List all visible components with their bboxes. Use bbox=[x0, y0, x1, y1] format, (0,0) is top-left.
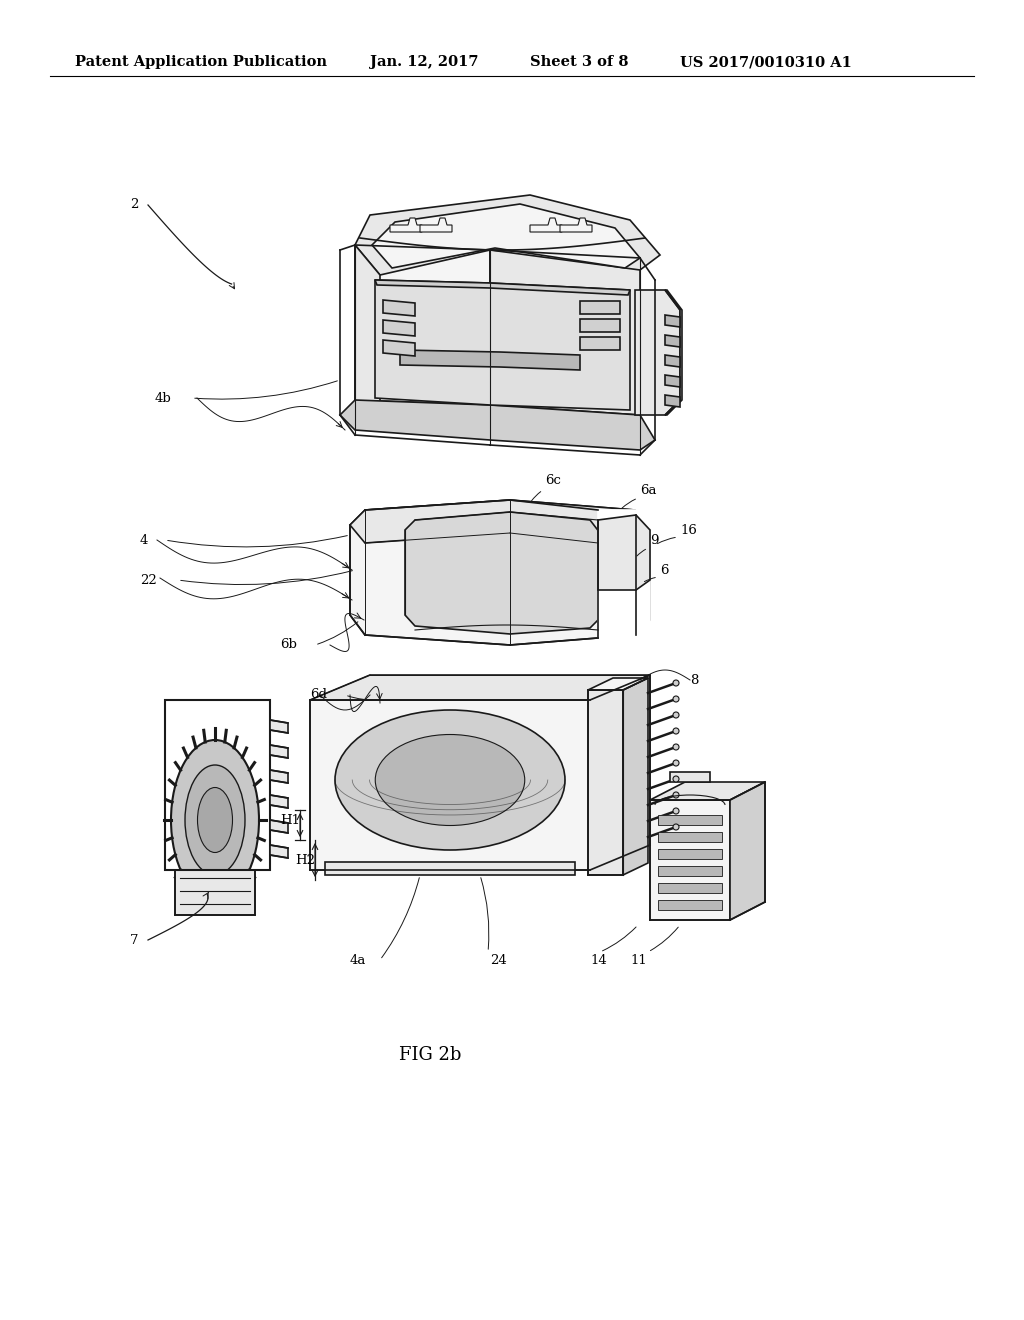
Polygon shape bbox=[350, 500, 650, 645]
Text: 6a: 6a bbox=[640, 483, 656, 496]
Circle shape bbox=[673, 760, 679, 766]
Polygon shape bbox=[658, 883, 722, 894]
Polygon shape bbox=[658, 814, 722, 825]
Polygon shape bbox=[665, 355, 680, 367]
Polygon shape bbox=[588, 678, 648, 690]
Polygon shape bbox=[310, 675, 650, 700]
Polygon shape bbox=[355, 195, 660, 275]
Polygon shape bbox=[635, 290, 680, 414]
Text: 6c: 6c bbox=[545, 474, 561, 487]
Polygon shape bbox=[340, 400, 655, 450]
Text: FIG 2b: FIG 2b bbox=[398, 1045, 461, 1064]
Polygon shape bbox=[665, 290, 682, 414]
Text: Jan. 12, 2017: Jan. 12, 2017 bbox=[370, 55, 478, 69]
Ellipse shape bbox=[198, 788, 232, 853]
Circle shape bbox=[673, 696, 679, 702]
Circle shape bbox=[673, 824, 679, 830]
Text: Patent Application Publication: Patent Application Publication bbox=[75, 55, 327, 69]
Text: 11: 11 bbox=[630, 953, 647, 966]
Polygon shape bbox=[560, 218, 592, 232]
Circle shape bbox=[673, 729, 679, 734]
Polygon shape bbox=[383, 300, 415, 315]
Polygon shape bbox=[270, 820, 288, 833]
Polygon shape bbox=[372, 205, 640, 268]
Text: Sheet 3 of 8: Sheet 3 of 8 bbox=[530, 55, 629, 69]
Polygon shape bbox=[375, 280, 630, 411]
Text: 6d: 6d bbox=[310, 689, 327, 701]
Polygon shape bbox=[270, 719, 288, 733]
Circle shape bbox=[673, 776, 679, 781]
Text: 8: 8 bbox=[690, 673, 698, 686]
Polygon shape bbox=[270, 795, 288, 808]
Polygon shape bbox=[665, 395, 680, 407]
Text: 22: 22 bbox=[140, 573, 157, 586]
Polygon shape bbox=[270, 744, 288, 758]
Polygon shape bbox=[588, 690, 623, 875]
Polygon shape bbox=[580, 301, 620, 314]
Polygon shape bbox=[623, 678, 648, 875]
Polygon shape bbox=[665, 335, 680, 347]
Polygon shape bbox=[355, 246, 490, 405]
Text: 6: 6 bbox=[660, 564, 669, 577]
Text: US 2017/0010310 A1: US 2017/0010310 A1 bbox=[680, 55, 852, 69]
Polygon shape bbox=[355, 246, 380, 430]
Polygon shape bbox=[580, 337, 620, 350]
Text: 2: 2 bbox=[130, 198, 138, 211]
Ellipse shape bbox=[171, 741, 259, 900]
Text: 16: 16 bbox=[680, 524, 697, 536]
Polygon shape bbox=[650, 781, 765, 800]
Text: 4a: 4a bbox=[350, 953, 367, 966]
Polygon shape bbox=[658, 832, 722, 842]
Polygon shape bbox=[590, 675, 650, 870]
Polygon shape bbox=[598, 510, 650, 645]
Polygon shape bbox=[390, 218, 422, 232]
Polygon shape bbox=[310, 700, 590, 870]
Polygon shape bbox=[350, 500, 650, 543]
Polygon shape bbox=[658, 900, 722, 909]
Polygon shape bbox=[658, 849, 722, 859]
Polygon shape bbox=[400, 350, 580, 370]
Polygon shape bbox=[383, 319, 415, 337]
Polygon shape bbox=[665, 375, 680, 387]
Circle shape bbox=[673, 711, 679, 718]
Text: 4b: 4b bbox=[155, 392, 172, 404]
Polygon shape bbox=[530, 218, 562, 232]
Text: 9: 9 bbox=[650, 533, 658, 546]
Polygon shape bbox=[325, 862, 575, 875]
Circle shape bbox=[673, 680, 679, 686]
Text: 24: 24 bbox=[490, 953, 507, 966]
Polygon shape bbox=[383, 341, 415, 356]
Polygon shape bbox=[375, 280, 630, 294]
Circle shape bbox=[673, 792, 679, 799]
Ellipse shape bbox=[185, 766, 245, 875]
Polygon shape bbox=[658, 866, 722, 876]
Polygon shape bbox=[730, 781, 765, 920]
Polygon shape bbox=[270, 770, 288, 783]
Text: 7: 7 bbox=[130, 933, 138, 946]
Text: 4: 4 bbox=[140, 533, 148, 546]
Text: H2: H2 bbox=[295, 854, 315, 866]
Polygon shape bbox=[270, 845, 288, 858]
Polygon shape bbox=[580, 319, 620, 333]
Polygon shape bbox=[406, 512, 600, 634]
Circle shape bbox=[673, 744, 679, 750]
Polygon shape bbox=[490, 249, 640, 414]
Polygon shape bbox=[598, 515, 650, 590]
Ellipse shape bbox=[335, 710, 565, 850]
Ellipse shape bbox=[375, 734, 524, 825]
Polygon shape bbox=[420, 218, 452, 232]
Text: H1: H1 bbox=[280, 813, 300, 826]
Polygon shape bbox=[650, 800, 730, 920]
Polygon shape bbox=[175, 870, 255, 915]
Text: 6b: 6b bbox=[280, 639, 297, 652]
Text: 14: 14 bbox=[590, 953, 607, 966]
Polygon shape bbox=[665, 315, 680, 327]
Polygon shape bbox=[670, 772, 710, 781]
Circle shape bbox=[673, 808, 679, 814]
